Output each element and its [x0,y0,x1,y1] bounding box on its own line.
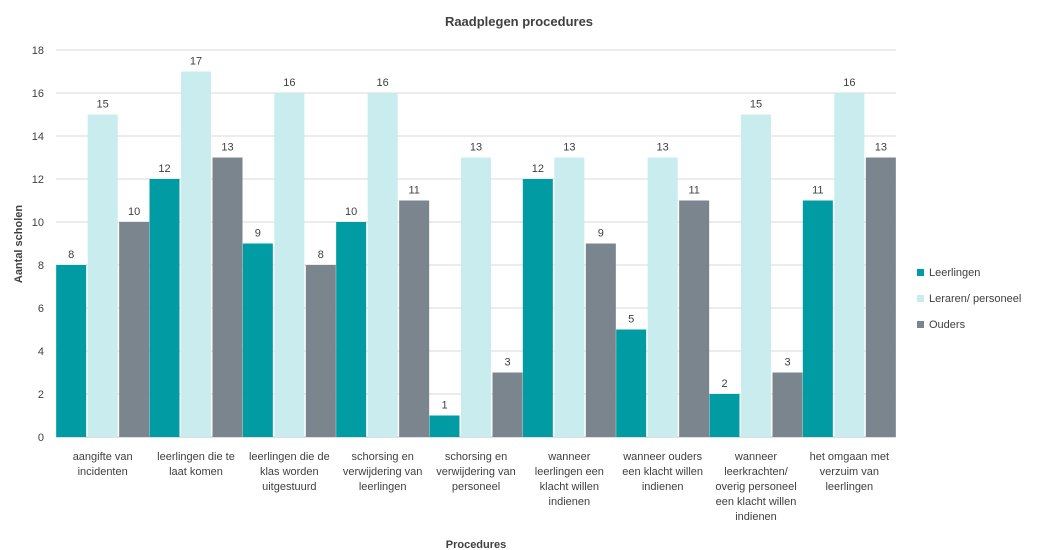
category-label: schorsing en verwijdering van leerlingen [343,451,422,493]
bar [865,157,896,437]
x-axis-title: Procedures [446,539,507,550]
category-labels: aangifte van incidenten leerlingen die te l… [73,451,889,523]
bar [87,114,118,437]
data-label: 5 [628,314,634,326]
bar [367,93,398,437]
data-label: 11 [812,185,823,197]
data-label: 15 [750,99,762,111]
data-label: 16 [377,77,389,89]
data-label: 10 [128,206,140,218]
bars [56,71,896,437]
category-label: schorsing en verwijdering van personeel [436,451,515,493]
bar [772,372,803,437]
bar [242,243,273,437]
legend-swatch [917,269,924,276]
y-tick-label: 10 [32,217,44,229]
bar [709,394,740,437]
bar [616,329,647,437]
bar [274,93,305,437]
category-label: wanneer ouders een klacht willen indienen [622,451,703,493]
legend-swatch [917,295,924,302]
y-tick-label: 16 [32,88,44,100]
y-axis-ticks: 0 2 4 6 8 10 12 14 16 18 [32,45,44,444]
category-label: leerlingen die te laat komen [157,451,235,478]
bar [522,179,553,437]
category-label: wanneer leerlingen een klacht willen indien… [535,451,604,508]
data-label: 13 [221,142,233,154]
data-label: 15 [97,99,109,111]
category-label: leerlingen die de klas worden uitgestuurd [249,451,330,493]
y-tick-label: 18 [32,45,44,57]
data-label: 2 [721,378,727,390]
data-label: 3 [784,357,790,369]
data-label: 8 [68,249,74,261]
bar [802,200,833,437]
bar [647,157,678,437]
data-label: 13 [875,142,887,154]
bar [305,265,336,437]
bar [679,200,710,437]
bar [149,179,180,437]
data-label: 9 [255,228,261,240]
bar [336,222,367,437]
data-label: 9 [598,228,604,240]
legend-label: Leraren/ personeel [929,293,1021,305]
bar [212,157,243,437]
data-label: 16 [283,77,295,89]
y-tick-label: 8 [38,260,44,272]
y-tick-label: 4 [38,346,44,358]
bar [119,222,150,437]
chart-title: Raadplegen procedures [445,14,593,29]
data-label: 13 [563,142,575,154]
y-tick-label: 14 [32,131,44,143]
bar [181,71,211,437]
legend-label: Ouders [929,319,966,331]
data-label: 10 [345,206,357,218]
y-axis-title: Aantal scholen [13,205,25,284]
data-label: 8 [318,249,324,261]
y-tick-label: 2 [38,389,44,401]
category-label: wanneer leerkrachten/overig personeel een … [715,451,796,523]
data-labels: 8 12 9 10 1 12 5 2 11 15 17 16 16 13 13 13 15 16 10 13 8 11 3 9… [68,56,887,412]
legend-label: Leerlingen [929,267,980,279]
data-label: 13 [470,142,482,154]
bar [399,200,430,437]
data-label: 3 [504,357,510,369]
data-label: 13 [657,142,669,154]
data-label: 12 [532,163,544,175]
bar [492,372,523,437]
category-label: het omgaan met verzuim van leerlingen [810,451,890,493]
legend: Leerlingen Leraren/ personeel Ouders [917,267,1021,331]
bar [741,114,771,437]
y-tick-label: 6 [38,303,44,315]
bar [429,415,460,437]
data-label: 12 [158,163,170,175]
bar [56,265,87,437]
bar [554,157,585,437]
y-tick-label: 0 [38,432,44,444]
data-label: 11 [408,185,419,197]
y-tick-label: 12 [32,174,44,186]
category-label: aangifte van incidenten [73,451,133,478]
data-label: 16 [843,77,855,89]
bar [834,93,865,437]
data-label: 11 [688,185,699,197]
bar [461,157,491,437]
legend-swatch [917,321,924,328]
bar [585,243,616,437]
data-label: 1 [441,400,447,412]
data-label: 17 [190,56,202,68]
